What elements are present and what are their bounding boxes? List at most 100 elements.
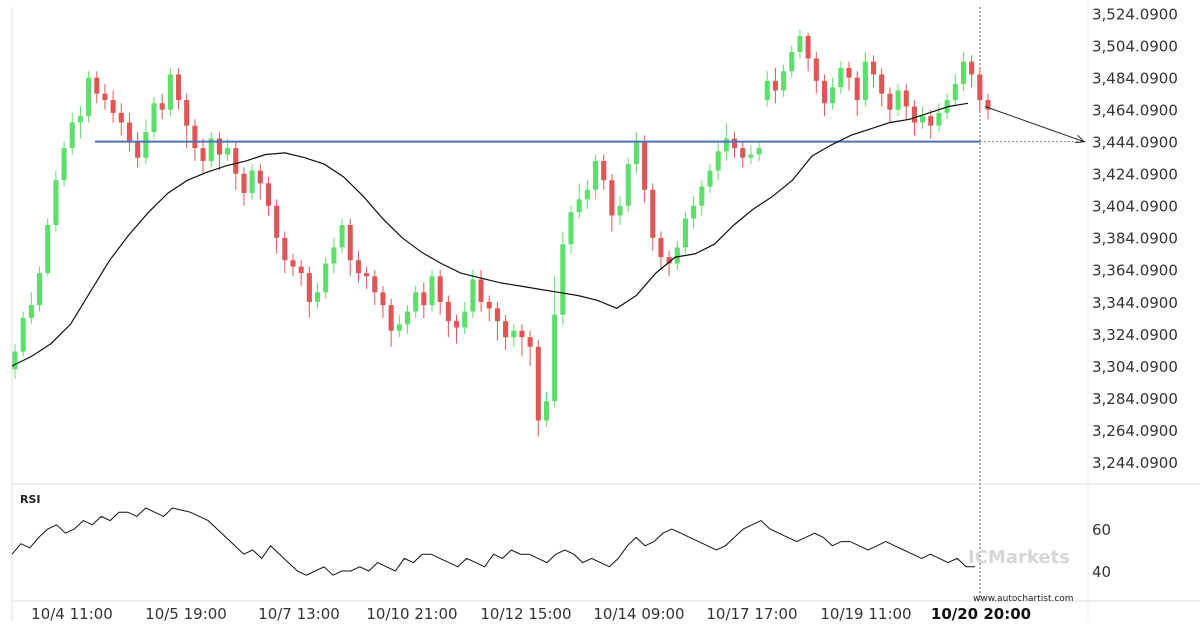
- candle: [535, 340, 541, 437]
- x-tick-label: 10/14 09:00: [593, 605, 684, 623]
- candle-body-up: [167, 74, 173, 110]
- candle-body-up: [707, 170, 713, 187]
- y-tick-label: 3,444.0900: [1092, 134, 1178, 152]
- candle: [601, 154, 607, 190]
- candle: [437, 269, 443, 315]
- y-tick-label: 3,344.0900: [1092, 294, 1178, 312]
- candle-body-down: [364, 273, 370, 277]
- candle: [216, 132, 222, 171]
- candle-body-down: [642, 141, 648, 190]
- candle-body-up: [552, 314, 558, 402]
- candle-body-up: [462, 311, 468, 328]
- candle: [715, 141, 721, 181]
- candle-body-down: [274, 205, 280, 238]
- candle: [380, 285, 386, 318]
- candle-body-up: [151, 103, 157, 133]
- candle-body-down: [298, 266, 304, 274]
- candle-body-up: [568, 212, 574, 245]
- candle: [462, 301, 468, 334]
- candle-body-down: [290, 260, 296, 267]
- candle: [28, 292, 34, 325]
- candle: [94, 71, 100, 104]
- candle-body-down: [388, 305, 394, 331]
- candle: [184, 93, 190, 149]
- candle: [69, 112, 75, 155]
- candle-body-down: [928, 116, 934, 126]
- candle: [674, 241, 680, 270]
- rsi-label: RSI: [20, 493, 41, 506]
- candle-body-down: [102, 93, 108, 101]
- candle-body-up: [674, 247, 680, 264]
- candle: [666, 250, 672, 277]
- candle-body-up: [797, 35, 803, 53]
- candle-body-up: [225, 148, 231, 155]
- candle-body-up: [920, 116, 926, 123]
- candle: [527, 330, 533, 367]
- candle-body-up: [592, 160, 599, 190]
- candle: [552, 276, 558, 408]
- candle-body-down: [903, 90, 909, 107]
- candle: [862, 52, 868, 107]
- candle: [879, 68, 885, 107]
- candle-body-down: [821, 80, 828, 104]
- y-tick-label: 3,404.0900: [1092, 198, 1178, 216]
- candle: [282, 231, 288, 274]
- candle-body-down: [985, 100, 991, 110]
- candle-body-down: [192, 125, 198, 149]
- candle: [453, 314, 460, 344]
- candle: [650, 183, 656, 251]
- candle: [445, 295, 451, 338]
- candle-body-down: [478, 279, 484, 302]
- rsi-tick-label: 40: [1092, 563, 1111, 581]
- candle-body-down: [282, 237, 288, 261]
- candle-body-down: [94, 77, 100, 94]
- candle-body-up: [429, 276, 435, 306]
- candle-body-up: [339, 225, 345, 248]
- candle: [494, 301, 500, 341]
- x-tick-label: 10/7 13:00: [258, 605, 340, 623]
- candle-body-down: [969, 61, 975, 75]
- candle-body-up: [86, 77, 92, 117]
- candle-body-down: [200, 148, 206, 161]
- candle-body-up: [960, 61, 967, 85]
- candle-body-up: [249, 170, 255, 193]
- candle: [560, 231, 566, 325]
- candle-body-down: [216, 138, 222, 155]
- y-tick-label: 3,264.0900: [1092, 422, 1178, 440]
- candle: [486, 295, 492, 322]
- candle: [658, 231, 664, 270]
- candle: [854, 71, 860, 117]
- credit-link[interactable]: www.autochartist.com: [973, 594, 1074, 604]
- candle: [609, 173, 615, 232]
- candle: [413, 285, 419, 318]
- candle: [306, 266, 312, 318]
- candle: [355, 250, 361, 283]
- candle: [592, 154, 599, 200]
- x-tick-label: 10/12 15:00: [480, 605, 571, 623]
- candle: [748, 144, 754, 165]
- candle: [503, 314, 509, 350]
- candle-body-down: [135, 141, 141, 158]
- candle-body-down: [494, 308, 500, 322]
- candle-body-down: [731, 138, 738, 149]
- candle-body-up: [61, 148, 67, 181]
- candle-body-down: [846, 68, 852, 78]
- candle-body-up: [756, 148, 762, 155]
- projection-arrowhead: [1074, 134, 1086, 144]
- candle: [543, 391, 550, 427]
- candle-body-up: [699, 186, 705, 206]
- x-axis: 10/4 11:00 10/5 19:00 10/7 13:00 10/10 21:0…: [31, 605, 1031, 623]
- candle-body-up: [413, 292, 419, 312]
- candle: [110, 90, 116, 123]
- y-tick-label: 3,524.0900: [1092, 5, 1178, 23]
- candle-body-up: [584, 189, 590, 200]
- candle: [265, 176, 272, 216]
- candle: [274, 199, 280, 254]
- candle-body-down: [380, 292, 386, 306]
- x-tick-label: 10/5 19:00: [145, 605, 227, 623]
- x-tick-label: 10/10 21:00: [366, 605, 457, 623]
- candle: [764, 71, 770, 107]
- candle-body-down: [601, 160, 607, 181]
- candle: [887, 87, 893, 123]
